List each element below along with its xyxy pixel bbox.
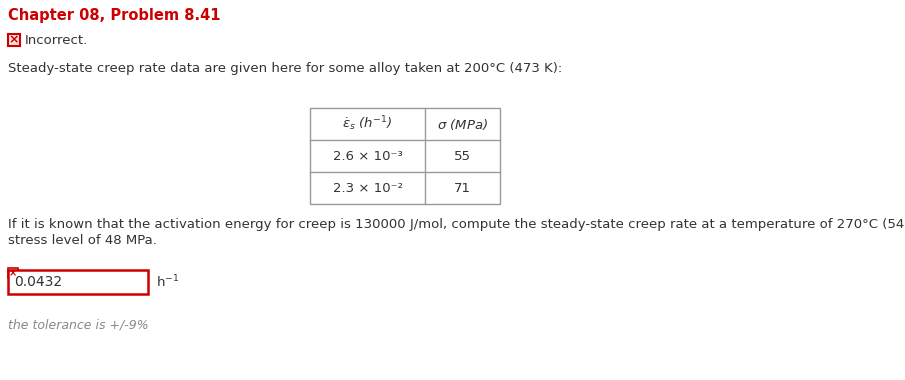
Text: Chapter 08, Problem 8.41: Chapter 08, Problem 8.41 (8, 8, 221, 23)
Text: ×: × (9, 33, 19, 46)
Text: h$^{-1}$: h$^{-1}$ (156, 274, 179, 290)
Text: Incorrect.: Incorrect. (25, 33, 89, 46)
Bar (8, 34, 20, 46)
Bar (8, 268, 18, 278)
Text: $\dot{\varepsilon}_s$ (h$^{-1}$): $\dot{\varepsilon}_s$ (h$^{-1}$) (342, 115, 393, 133)
Text: the tolerance is +/-9%: the tolerance is +/-9% (8, 318, 148, 331)
Text: 0.0432: 0.0432 (14, 275, 62, 289)
Text: stress level of 48 MPa.: stress level of 48 MPa. (8, 234, 157, 247)
Text: 71: 71 (454, 182, 471, 195)
Bar (8, 270, 148, 294)
Text: If it is known that the activation energy for creep is 130000 J/mol, compute the: If it is known that the activation energ… (8, 218, 905, 231)
Text: $\sigma$ (MPa): $\sigma$ (MPa) (437, 117, 488, 131)
Text: 55: 55 (454, 149, 471, 163)
Text: 2.3 × 10⁻²: 2.3 × 10⁻² (332, 182, 403, 195)
Text: 2.6 × 10⁻³: 2.6 × 10⁻³ (333, 149, 403, 163)
Text: ×: × (9, 268, 17, 278)
Bar (310, 108, 500, 204)
Text: Steady-state creep rate data are given here for some alloy taken at 200°C (473 K: Steady-state creep rate data are given h… (8, 62, 562, 75)
